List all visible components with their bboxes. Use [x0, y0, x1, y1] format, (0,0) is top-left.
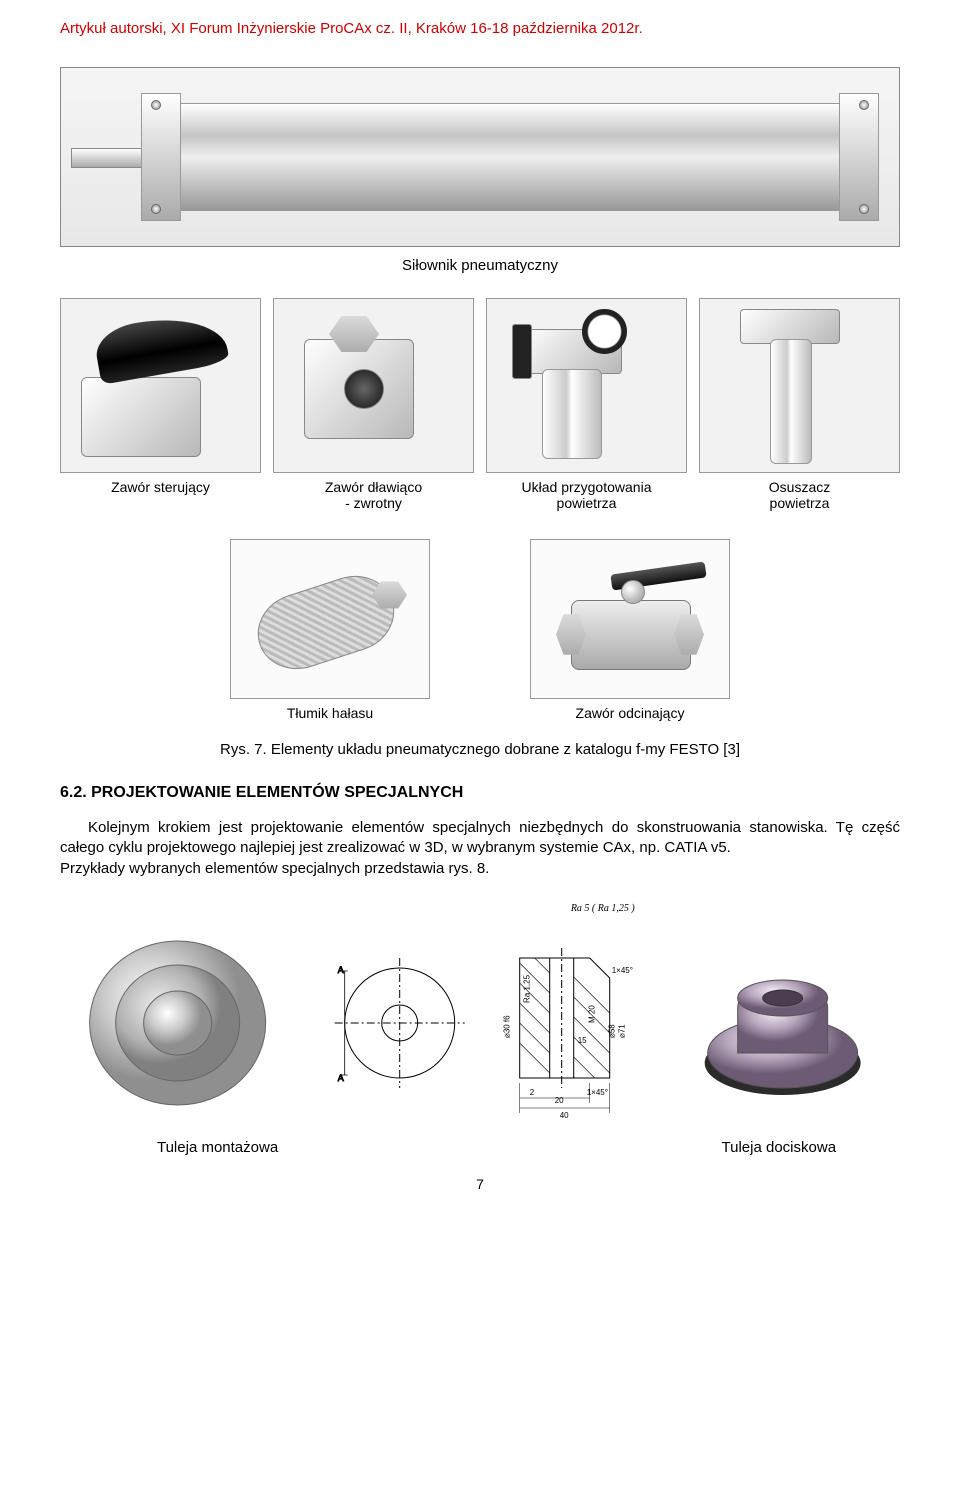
special-elements-labels: Tuleja montażowa Tuleja dociskowa — [60, 1139, 900, 1156]
figure7-caption: Rys. 7. Elementy układu pneumatycznego d… — [60, 741, 900, 758]
label-clamping-sleeve: Tuleja dociskowa — [658, 1139, 900, 1156]
components-row-4-labels: Zawór sterujący Zawór dławiąco - zwrotny… — [60, 479, 900, 511]
tech-drawing-sleeve: Ra 5 ( Ra 1,25 ) A A — [315, 903, 644, 1133]
thumb-air-dryer — [699, 298, 900, 473]
section-heading-6-2: 6.2. PROJEKTOWANIE ELEMENTÓW SPECJALNYCH — [60, 784, 900, 802]
svg-text:40: 40 — [560, 1111, 569, 1120]
caption-cylinder: Siłownik pneumatyczny — [60, 257, 900, 274]
surface-roughness-note: Ra 5 ( Ra 1,25 ) — [571, 903, 635, 914]
svg-text:A: A — [338, 1073, 344, 1083]
svg-text:15: 15 — [578, 1036, 587, 1045]
svg-text:M 20: M 20 — [588, 1004, 597, 1022]
figure-cylinder — [60, 67, 900, 247]
special-elements-row: Ra 5 ( Ra 1,25 ) A A — [60, 903, 900, 1133]
label-throttle-valve: Zawór dławiąco - zwrotny — [273, 479, 474, 511]
paragraph-body: Kolejnym krokiem jest projektowanie elem… — [60, 818, 900, 879]
page-number: 7 — [60, 1176, 900, 1192]
components-row-2-labels: Tłumik hałasu Zawór odcinający — [60, 705, 900, 721]
components-row-2 — [60, 539, 900, 699]
label-control-valve: Zawór sterujący — [60, 479, 261, 511]
label-air-prep: Układ przygotowania powietrza — [486, 479, 687, 511]
render-mounting-sleeve — [60, 903, 295, 1133]
thumb-shutoff-valve — [530, 539, 730, 699]
thumb-control-valve — [60, 298, 261, 473]
svg-text:1×45°: 1×45° — [612, 966, 633, 975]
page-header: Artykuł autorski, XI Forum Inżynierskie … — [60, 20, 900, 37]
thumb-throttle-valve — [273, 298, 474, 473]
render-clamping-sleeve — [665, 903, 900, 1133]
svg-text:A: A — [338, 965, 344, 975]
label-air-dryer: Osuszacz powietrza — [699, 479, 900, 511]
svg-text:⌀58: ⌀58 — [608, 1023, 617, 1037]
svg-text:⌀71: ⌀71 — [618, 1023, 627, 1037]
label-silencer: Tłumik hałasu — [230, 705, 430, 721]
svg-text:⌀30 f6: ⌀30 f6 — [503, 1015, 512, 1038]
svg-text:Ra 1,25: Ra 1,25 — [523, 974, 532, 1003]
svg-text:2: 2 — [530, 1088, 535, 1097]
label-mounting-sleeve: Tuleja montażowa — [60, 1139, 375, 1156]
components-row-4 — [60, 298, 900, 473]
thumb-air-prep — [486, 298, 687, 473]
thumb-silencer — [230, 539, 430, 699]
svg-text:20: 20 — [555, 1096, 564, 1105]
label-shutoff-valve: Zawór odcinający — [530, 705, 730, 721]
